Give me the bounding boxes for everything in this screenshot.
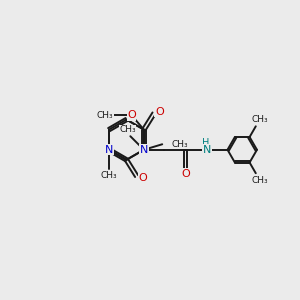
- Text: CH₃: CH₃: [252, 115, 268, 124]
- Text: CH₃: CH₃: [252, 176, 268, 185]
- Text: N: N: [105, 145, 113, 155]
- Text: N: N: [105, 145, 113, 155]
- Text: O: O: [138, 173, 147, 183]
- Text: CH₃: CH₃: [171, 140, 188, 149]
- Text: O: O: [181, 169, 190, 179]
- Text: O: O: [127, 110, 136, 120]
- Text: O: O: [155, 107, 164, 117]
- Text: N: N: [203, 145, 211, 155]
- Text: H: H: [202, 138, 209, 148]
- Text: CH₃: CH₃: [119, 125, 136, 134]
- Text: CH₃: CH₃: [101, 171, 117, 180]
- Text: N: N: [140, 145, 148, 155]
- Text: CH₃: CH₃: [97, 111, 113, 120]
